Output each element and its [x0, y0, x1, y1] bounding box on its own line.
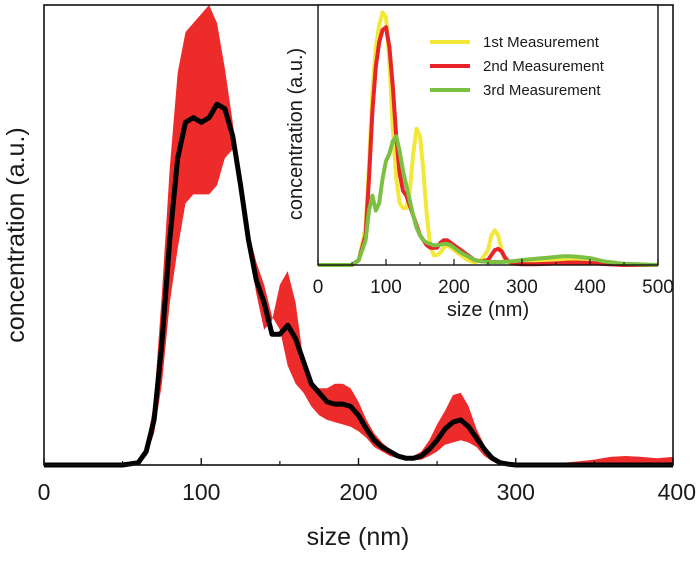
main-x-tick-label: 400 — [658, 479, 696, 505]
inset-series-line-3 — [318, 134, 659, 267]
legend-label-1: 1st Measurement — [483, 34, 600, 51]
inset-x-ticks: 0 100 200 300 400 500 — [313, 259, 674, 298]
inset-x-tick-label: 0 — [313, 277, 324, 298]
main-x-tick-label: 0 — [38, 479, 51, 505]
main-y-axis-label: concentration (a.u.) — [2, 127, 30, 342]
inset-legend: 1st Measurement 2nd Measurement 3rd Measur… — [430, 34, 605, 99]
legend-label-2: 2nd Measurement — [483, 58, 605, 75]
inset-x-tick-label: 500 — [642, 277, 674, 298]
inset-x-tick-label: 400 — [574, 277, 606, 298]
inset-x-tick-label: 100 — [370, 277, 402, 298]
legend-label-3: 3rd Measurement — [483, 82, 601, 99]
inset-x-tick-label: 300 — [506, 277, 538, 298]
inset-series-lines — [318, 10, 659, 267]
main-x-tick-label: 200 — [339, 479, 377, 505]
inset-x-axis-label: size (nm) — [447, 299, 529, 321]
main-plot: 0 100 200 300 400 size (nm) concentration (a… — [2, 4, 696, 551]
main-x-tick-label: 100 — [182, 479, 220, 505]
inset-y-axis-label: concentration (a.u.) — [285, 48, 307, 220]
inset-x-tick-label: 200 — [438, 277, 470, 298]
main-x-ticks: 0 100 200 300 400 — [38, 458, 696, 505]
inset-plot: 0 100 200 300 400 500 size (nm) concentration… — [285, 4, 674, 321]
main-x-axis-label: size (nm) — [307, 523, 410, 551]
inset-series-line-2 — [318, 25, 658, 267]
main-x-tick-label: 300 — [497, 479, 535, 505]
